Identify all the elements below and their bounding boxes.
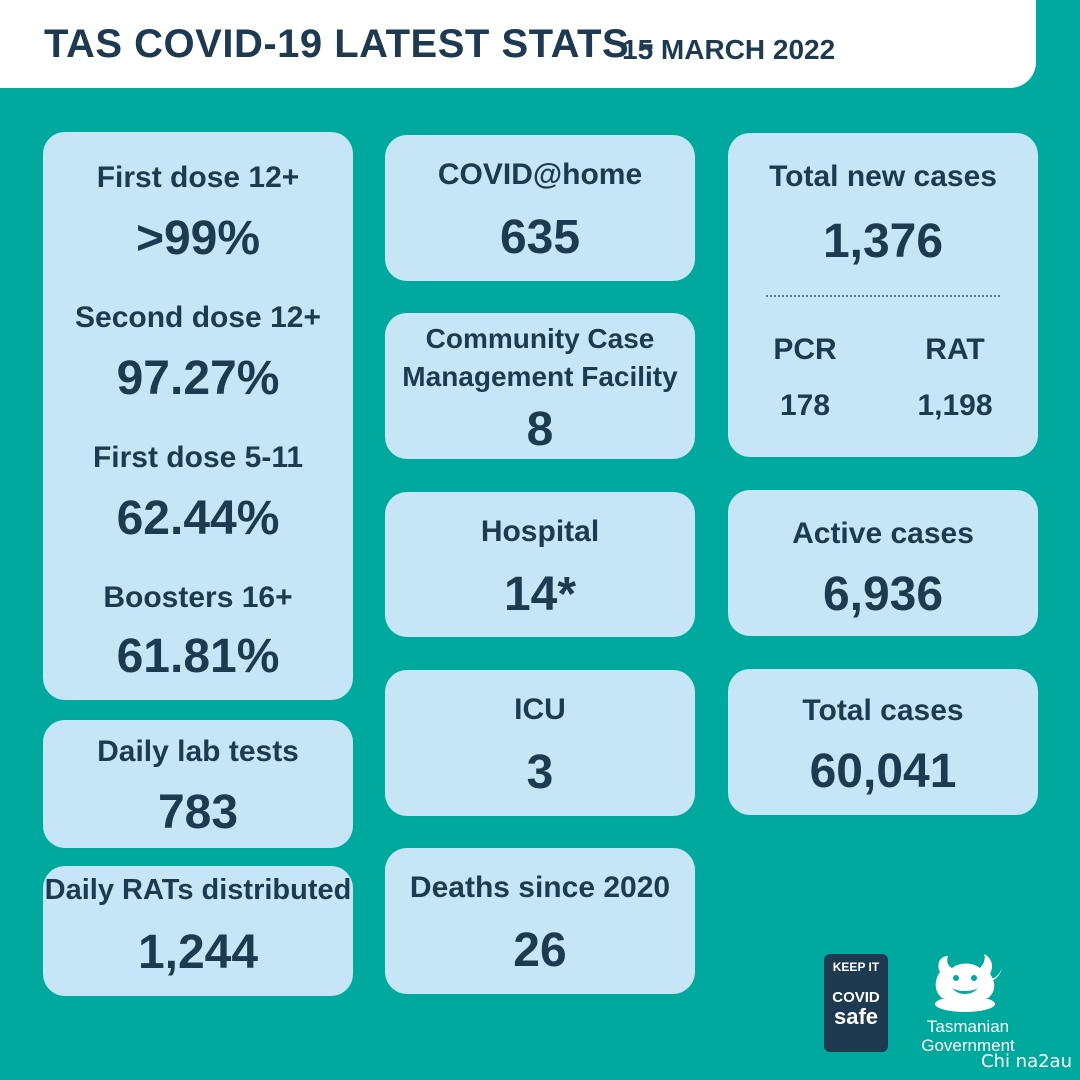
active-cases-label: Active cases (792, 517, 974, 550)
divider (766, 295, 1000, 297)
icu-card: ICU 3 (385, 670, 695, 816)
deaths-label: Deaths since 2020 (409, 871, 671, 904)
covid-home-label: COVID@home (437, 158, 643, 191)
tasmanian-devil-logo-icon (935, 954, 1002, 1012)
badge-keep-it: KEEP IT (832, 960, 880, 974)
first-dose-12-label: First dose 12+ (96, 161, 300, 194)
total-cases-label: Total cases (802, 694, 964, 727)
daily-lab-tests-value: 783 (157, 786, 239, 839)
pcr-label: PCR (773, 333, 837, 366)
daily-rats-value: 1,244 (137, 926, 259, 979)
ccmf-card: Community Case Management Facility 8 (385, 313, 695, 459)
boosters-16-label: Boosters 16+ (103, 581, 293, 614)
daily-lab-tests-label: Daily lab tests (97, 735, 299, 768)
covid-home-value: 635 (499, 211, 581, 264)
daily-rats-label: Daily RATs distributed (44, 874, 352, 906)
hospital-label: Hospital (480, 515, 600, 548)
tasmanian-government-text: Tasmanian Government (908, 1017, 1028, 1055)
gov-line1: Tasmanian (926, 1017, 1010, 1036)
ccmf-label-line2: Management Facility (402, 361, 678, 392)
active-cases-value: 6,936 (822, 568, 944, 621)
icu-label: ICU (514, 693, 566, 726)
badge-covid: COVID (832, 989, 880, 1006)
gov-line2: Government (921, 1035, 1015, 1055)
new-cases-value: 1,376 (822, 215, 944, 268)
report-date: 15 MARCH 2022 (622, 34, 836, 65)
deaths-value: 26 (513, 924, 567, 977)
new-cases-card: Total new cases 1,376 PCR RAT 178 1,198 (728, 133, 1038, 457)
icu-value: 3 (526, 746, 554, 799)
second-dose-12-label: Second dose 12+ (75, 301, 321, 334)
second-dose-12-value: 97.27% (116, 352, 280, 405)
daily-lab-tests-card: Daily lab tests 783 (43, 720, 353, 848)
deaths-card: Deaths since 2020 26 (385, 848, 695, 994)
ccmf-value: 8 (526, 403, 554, 456)
rat-label: RAT (925, 333, 985, 366)
first-dose-5-11-value: 62.44% (116, 492, 280, 545)
watermark: Chi na2au (980, 1051, 1072, 1072)
vaccination-card: First dose 12+ >99% Second dose 12+ 97.2… (43, 132, 353, 700)
daily-rats-card: Daily RATs distributed 1,244 (43, 866, 353, 996)
hospital-card: Hospital 14* (385, 492, 695, 637)
first-dose-5-11-label: First dose 5-11 (92, 441, 304, 474)
badge-safe: safe (833, 1003, 879, 1029)
covid-safe-badge: KEEP IT COVID safe (824, 954, 888, 1052)
active-cases-card: Active cases 6,936 (728, 490, 1038, 636)
hospital-value: 14* (503, 568, 577, 621)
ccmf-label-line1: Community Case (425, 323, 655, 354)
new-cases-label: Total new cases (769, 160, 997, 193)
total-cases-card: Total cases 60,041 (728, 669, 1038, 815)
covid-home-card: COVID@home 635 (385, 135, 695, 281)
total-cases-value: 60,041 (809, 745, 957, 798)
rat-value: 1,198 (917, 389, 993, 422)
boosters-16-value: 61.81% (116, 630, 280, 683)
pcr-value: 178 (779, 389, 831, 422)
header-bar: TAS COVID-19 LATEST STATS - 15 MARCH 202… (0, 0, 1036, 88)
page-title: TAS COVID-19 LATEST STATS - (44, 22, 655, 66)
first-dose-12-value: >99% (135, 212, 261, 265)
